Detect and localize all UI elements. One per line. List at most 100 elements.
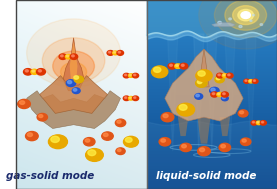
Circle shape [129,97,131,98]
Circle shape [85,139,90,142]
Circle shape [31,69,38,74]
Circle shape [117,50,124,55]
Circle shape [195,94,203,99]
Circle shape [197,80,202,84]
Circle shape [238,9,253,21]
Circle shape [260,24,263,26]
Circle shape [168,63,176,69]
Circle shape [177,103,194,116]
Circle shape [51,136,59,143]
Circle shape [38,70,42,72]
Circle shape [218,21,221,24]
Polygon shape [198,117,211,144]
Circle shape [25,70,29,72]
Polygon shape [246,34,256,151]
Circle shape [123,96,130,101]
Circle shape [170,64,173,66]
Polygon shape [178,117,188,136]
Circle shape [218,74,220,76]
Circle shape [244,79,250,83]
Circle shape [253,14,255,16]
Polygon shape [168,34,178,151]
Circle shape [261,121,264,123]
Circle shape [74,76,83,83]
Circle shape [240,138,251,146]
Circle shape [256,121,261,125]
Circle shape [196,70,212,81]
Circle shape [72,88,80,94]
Circle shape [161,113,174,122]
Circle shape [215,76,224,83]
Circle shape [37,113,47,121]
Circle shape [61,55,63,57]
Circle shape [225,0,266,30]
Circle shape [115,119,126,127]
Circle shape [74,76,79,79]
Circle shape [221,96,228,101]
Circle shape [238,110,248,117]
Circle shape [228,74,230,76]
Polygon shape [27,91,120,129]
Circle shape [25,132,38,141]
Circle shape [199,148,205,152]
Circle shape [257,122,259,123]
Circle shape [216,77,220,80]
Circle shape [163,114,168,118]
Circle shape [134,74,136,76]
Circle shape [68,81,72,84]
Circle shape [134,97,136,98]
Circle shape [124,136,138,147]
Polygon shape [63,38,84,91]
Circle shape [250,20,252,22]
Circle shape [251,121,257,125]
Polygon shape [70,42,78,85]
Circle shape [252,121,255,123]
Circle shape [53,51,94,81]
Circle shape [125,97,127,98]
Circle shape [241,12,250,19]
Circle shape [198,147,210,156]
Polygon shape [220,117,230,136]
Circle shape [226,73,233,78]
Polygon shape [194,34,204,151]
Circle shape [218,93,220,95]
Circle shape [249,80,251,81]
Polygon shape [207,34,217,151]
Circle shape [180,63,188,69]
Circle shape [221,145,225,148]
Polygon shape [199,49,209,87]
Polygon shape [165,49,243,121]
Polygon shape [40,76,107,113]
Circle shape [214,0,277,38]
Circle shape [223,93,225,95]
Circle shape [198,71,205,76]
Circle shape [199,0,277,49]
Circle shape [239,25,242,28]
Circle shape [20,101,25,104]
Circle shape [211,88,215,91]
Circle shape [66,55,69,57]
Circle shape [210,87,219,94]
Circle shape [88,150,96,156]
Circle shape [27,19,120,87]
Circle shape [212,93,215,95]
Text: gas-solid mode: gas-solid mode [6,171,94,181]
Circle shape [222,74,227,77]
Circle shape [113,51,118,55]
Circle shape [86,149,103,161]
Circle shape [107,50,114,55]
Circle shape [83,138,95,146]
Circle shape [27,133,32,136]
Circle shape [125,137,132,142]
Circle shape [18,99,30,108]
Circle shape [253,80,255,81]
Circle shape [123,73,130,78]
Circle shape [153,67,161,72]
Circle shape [219,143,230,152]
Circle shape [117,120,121,123]
Circle shape [39,115,43,118]
Circle shape [152,66,168,78]
Circle shape [221,92,229,97]
Circle shape [132,96,138,101]
Circle shape [240,111,243,114]
